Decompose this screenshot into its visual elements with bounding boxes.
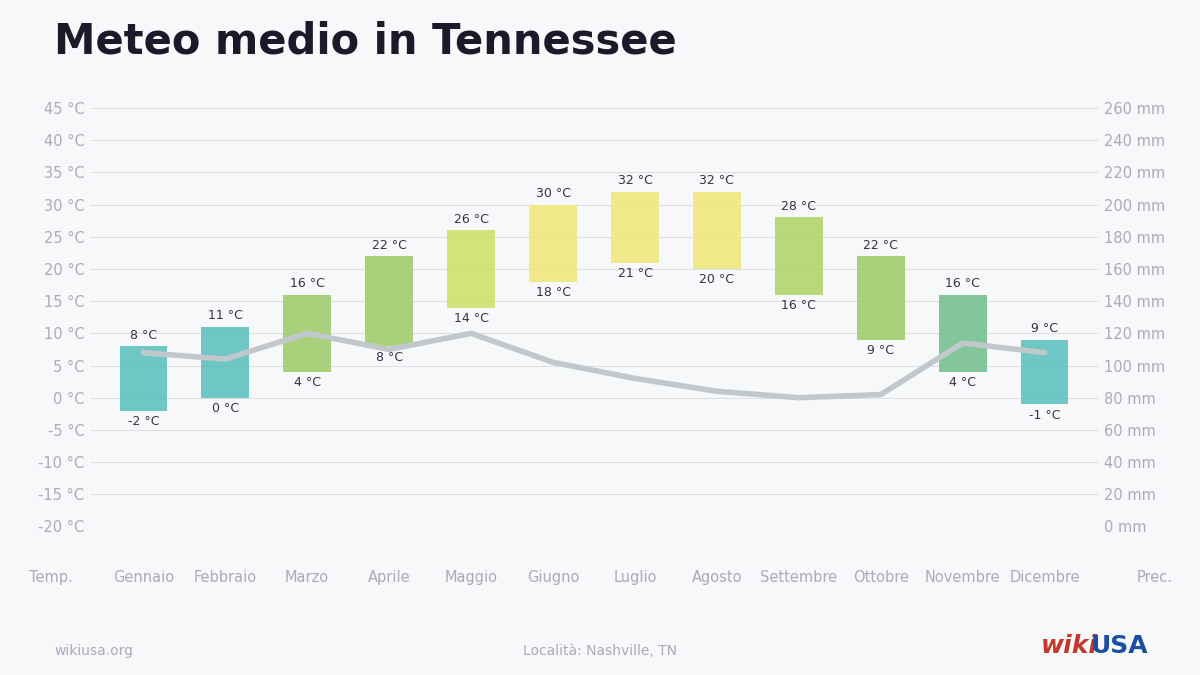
Text: wikiusa.org: wikiusa.org [54,644,133,658]
Text: -1 °C: -1 °C [1028,408,1061,422]
Bar [120,346,167,410]
Text: 8 °C: 8 °C [130,329,157,342]
Text: 16 °C: 16 °C [946,277,980,290]
Text: Aprile: Aprile [368,570,410,585]
Text: Dicembre: Dicembre [1009,570,1080,585]
Bar [365,256,413,346]
Text: 26 °C: 26 °C [454,213,488,226]
Text: 11 °C: 11 °C [208,309,242,323]
Text: Meteo medio in Tennessee: Meteo medio in Tennessee [54,20,677,62]
Text: USA: USA [1091,634,1148,658]
Bar [611,192,659,263]
Bar [857,256,905,340]
Text: 14 °C: 14 °C [454,312,488,325]
Text: -2 °C: -2 °C [127,415,160,428]
Text: Località: Nashville, TN: Località: Nashville, TN [523,644,677,658]
Bar [529,205,577,282]
Text: 4 °C: 4 °C [949,377,977,389]
Text: 30 °C: 30 °C [535,187,570,200]
Bar [283,295,331,372]
Bar [694,192,740,269]
Text: 16 °C: 16 °C [289,277,325,290]
Bar [202,327,248,398]
Text: Agosto: Agosto [691,570,742,585]
Text: Temp.: Temp. [29,570,72,585]
Text: 18 °C: 18 °C [535,286,570,299]
Text: 32 °C: 32 °C [700,174,734,187]
Text: 9 °C: 9 °C [1031,322,1058,335]
Text: Giugno: Giugno [527,570,580,585]
Text: Febbraio: Febbraio [193,570,257,585]
Text: Ottobre: Ottobre [853,570,908,585]
Text: 32 °C: 32 °C [618,174,653,187]
Text: 0 °C: 0 °C [211,402,239,415]
Text: 9 °C: 9 °C [868,344,894,357]
Text: 22 °C: 22 °C [863,238,899,252]
Bar [448,230,494,308]
Text: 8 °C: 8 °C [376,351,403,364]
Text: 20 °C: 20 °C [700,273,734,286]
Text: Prec.: Prec. [1136,570,1172,585]
Bar [775,217,823,295]
Text: 28 °C: 28 °C [781,200,816,213]
Text: wiki: wiki [1042,634,1098,658]
Text: Settembre: Settembre [761,570,838,585]
Text: Luglio: Luglio [613,570,656,585]
Text: Marzo: Marzo [286,570,329,585]
Text: 22 °C: 22 °C [372,238,407,252]
Text: Novembre: Novembre [925,570,1001,585]
Bar [1021,340,1068,404]
Text: 4 °C: 4 °C [294,377,320,389]
Text: Maggio: Maggio [444,570,498,585]
Text: 16 °C: 16 °C [781,299,816,313]
Text: 21 °C: 21 °C [618,267,653,280]
Bar [940,295,986,372]
Text: Gennaio: Gennaio [113,570,174,585]
